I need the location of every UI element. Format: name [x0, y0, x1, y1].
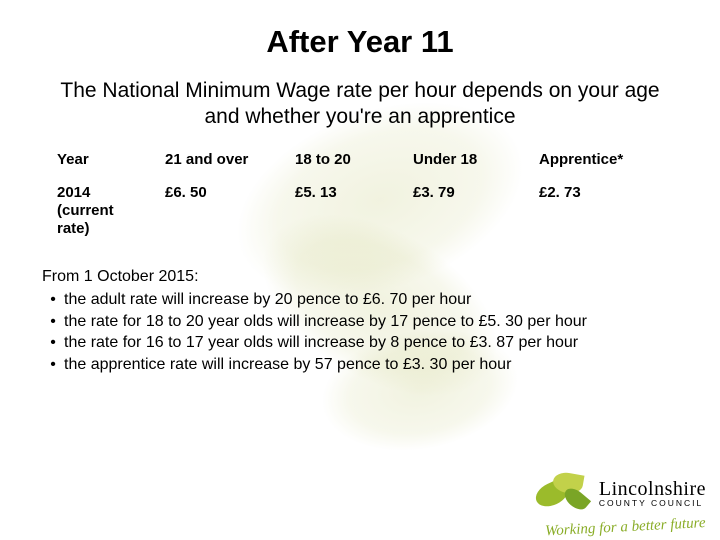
cell-value: £2. 73 — [539, 174, 663, 238]
wage-table: Year 21 and over 18 to 20 Under 18 Appre… — [57, 151, 663, 238]
cell-value: £5. 13 — [295, 174, 413, 238]
table-row: 2014 (current rate) £6. 50 £5. 13 £3. 79… — [57, 174, 663, 238]
notes-list: the adult rate will increase by 20 pence… — [42, 289, 686, 375]
row-label: 2014 (current rate) — [57, 174, 165, 238]
cell-value: £3. 79 — [413, 174, 539, 238]
logo-tagline: Working for a better future — [545, 515, 706, 540]
row-label-line: (current — [57, 202, 114, 219]
page-subtitle: The National Minimum Wage rate per hour … — [52, 78, 668, 131]
footer-branding: Lincolnshire COUNTY COUNCIL Working for … — [535, 473, 706, 532]
col-header: Apprentice* — [539, 151, 663, 174]
council-logo: Lincolnshire COUNTY COUNCIL — [535, 473, 706, 513]
list-item: the rate for 16 to 17 year olds will inc… — [42, 332, 686, 354]
logo-title: Lincolnshire — [599, 479, 706, 499]
col-header: 18 to 20 — [295, 151, 413, 174]
cell-value: £6. 50 — [165, 174, 295, 238]
col-header: Under 18 — [413, 151, 539, 174]
list-item: the rate for 18 to 20 year olds will inc… — [42, 311, 686, 333]
logo-text: Lincolnshire COUNTY COUNCIL — [599, 479, 706, 508]
col-header: 21 and over — [165, 151, 295, 174]
logo-subtitle: COUNTY COUNCIL — [599, 499, 706, 508]
list-item: the apprentice rate will increase by 57 … — [42, 354, 686, 376]
slide-container: After Year 11 The National Minimum Wage … — [0, 0, 720, 540]
notes-intro: From 1 October 2015: — [42, 266, 686, 288]
leaf-icon — [535, 473, 593, 513]
col-header: Year — [57, 151, 165, 174]
row-label-line: 2014 — [57, 184, 90, 201]
page-title: After Year 11 — [24, 24, 696, 60]
notes-block: From 1 October 2015: the adult rate will… — [42, 266, 686, 376]
table-header-row: Year 21 and over 18 to 20 Under 18 Appre… — [57, 151, 663, 174]
row-label-line: rate) — [57, 220, 90, 237]
list-item: the adult rate will increase by 20 pence… — [42, 289, 686, 311]
